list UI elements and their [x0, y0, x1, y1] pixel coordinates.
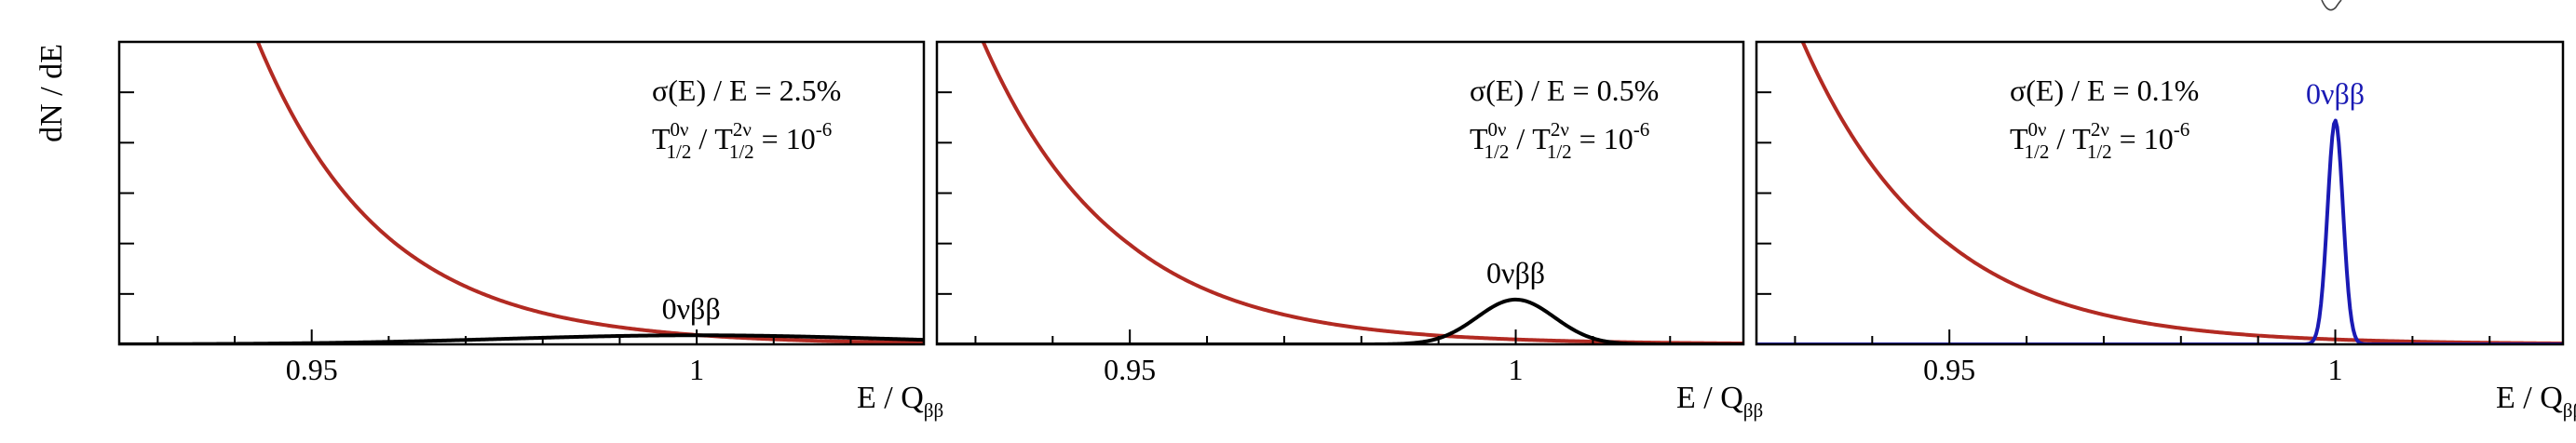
half-life-t1: T	[1470, 122, 1488, 155]
x-tick-label: 1	[2328, 353, 2343, 386]
y-axis-title: dN / dE	[34, 44, 69, 142]
half-life-sub1: 1/2	[2025, 141, 2050, 163]
x-axis-title: E / Qββ	[857, 381, 943, 422]
peak-label: 0νββ	[2306, 77, 2365, 111]
half-life-sup2: 2ν	[733, 118, 752, 141]
x-axis-title-sub: ββ	[1743, 399, 1763, 422]
background-curve	[255, 42, 924, 344]
half-life-ratio-label: T0ν 1/2 / T2ν 1/2 = 10-6	[1470, 118, 1649, 163]
half-life-sub1: 1/2	[1485, 141, 1510, 163]
x-axis-title: E / Qββ	[1676, 381, 1763, 422]
half-life-sup1: 0ν	[2028, 118, 2047, 141]
x-tick-label: 0.95	[1923, 353, 1975, 386]
x-axis-title-main: E / Q	[857, 381, 924, 415]
x-tick-label: 1	[1509, 353, 1524, 386]
plot-area	[119, 42, 924, 344]
x-tick-label: 1	[689, 353, 704, 386]
background-curve	[981, 42, 1743, 344]
half-life-sup1: 0ν	[671, 118, 689, 141]
half-life-mid: / T	[691, 122, 733, 155]
plot-area	[937, 42, 1743, 344]
resolution-label: σ(E) / E = 0.1%	[2010, 74, 2199, 107]
half-life-exp: -6	[2174, 118, 2190, 141]
half-life-sub2: 1/2	[2087, 141, 2112, 163]
half-life-sup1: 0ν	[1488, 118, 1507, 141]
x-axis-title-sub: ββ	[2563, 399, 2576, 422]
half-life-sub2: 1/2	[1547, 141, 1572, 163]
half-life-eq: = 10	[754, 122, 816, 155]
half-life-mid: / T	[1509, 122, 1551, 155]
half-life-ratio-label: T0ν 1/2 / T2ν 1/2 = 10-6	[2010, 118, 2190, 163]
plot-area	[1756, 42, 2563, 344]
half-life-ratio-label: T0ν 1/2 / T2ν 1/2 = 10-6	[652, 118, 832, 163]
half-life-exp: -6	[1634, 118, 1650, 141]
x-axis-title-main: E / Q	[1676, 381, 1743, 415]
x-axis-title: E / Qββ	[2496, 381, 2576, 422]
peak-label: 0νββ	[662, 291, 721, 325]
x-tick-label: 0.95	[286, 353, 338, 386]
resolution-label: σ(E) / E = 2.5%	[652, 74, 841, 107]
half-life-sub1: 1/2	[667, 141, 692, 163]
half-life-eq: = 10	[2112, 122, 2174, 155]
x-ticks	[1756, 91, 2491, 344]
x-ticks	[119, 91, 852, 344]
peak-label: 0νββ	[1486, 256, 1545, 289]
half-life-exp: -6	[816, 118, 833, 141]
half-life-sup2: 2ν	[1551, 118, 1569, 141]
half-life-sup2: 2ν	[2091, 118, 2109, 141]
half-life-eq: = 10	[1572, 122, 1634, 155]
corner-glyph	[2321, 0, 2342, 11]
x-ticks	[937, 91, 1672, 344]
half-life-sub2: 1/2	[729, 141, 754, 163]
half-life-t1: T	[2010, 122, 2028, 155]
x-axis-title-main: E / Q	[2496, 381, 2563, 415]
background-curve	[1800, 42, 2563, 344]
signal-peak-curve	[937, 297, 1743, 344]
x-axis-title-sub: ββ	[924, 399, 943, 422]
resolution-label: σ(E) / E = 0.5%	[1470, 74, 1659, 107]
x-tick-label: 0.95	[1104, 353, 1156, 386]
half-life-mid: / T	[2049, 122, 2091, 155]
half-life-t1: T	[652, 122, 671, 155]
